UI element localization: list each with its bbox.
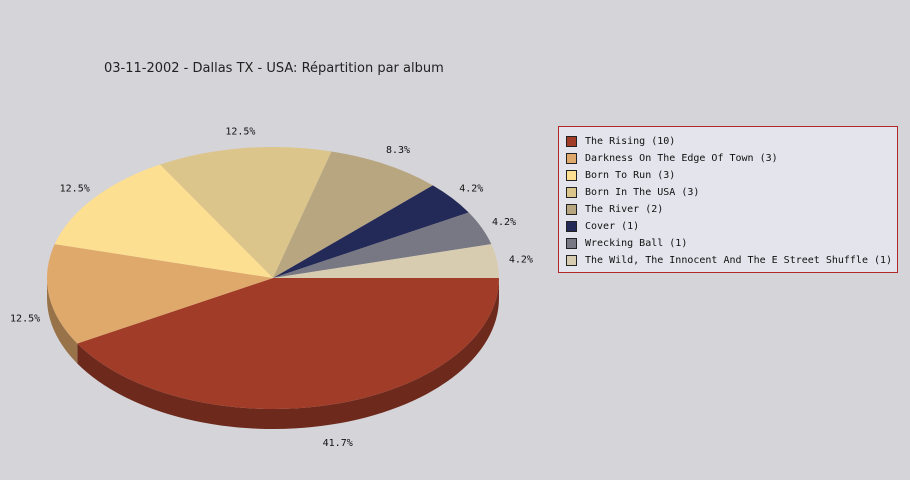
pie-slice bbox=[54, 164, 274, 278]
legend-swatch bbox=[566, 187, 577, 198]
legend-item: The River (2) bbox=[566, 202, 663, 217]
legend-item: The Rising (10) bbox=[566, 134, 675, 149]
pie-slice bbox=[47, 244, 273, 344]
pie-slice bbox=[160, 146, 332, 278]
legend-swatch bbox=[566, 204, 577, 215]
legend-label: Wrecking Ball (1) bbox=[585, 238, 688, 249]
slice-percent-label: 41.7% bbox=[323, 438, 353, 449]
chart-title: 03-11-2002 - Dallas TX - USA: Répartitio… bbox=[104, 61, 444, 76]
pie-slice bbox=[273, 185, 469, 278]
legend-label: Darkness On The Edge Of Town (3) bbox=[585, 153, 778, 164]
legend-item: Born In The USA (3) bbox=[566, 185, 699, 200]
slice-percent-label: 12.5% bbox=[60, 183, 90, 194]
slice-percent-label: 4.2% bbox=[509, 255, 533, 266]
legend-item: Cover (1) bbox=[566, 219, 639, 234]
legend-swatch bbox=[566, 136, 577, 147]
legend-label: The River (2) bbox=[585, 204, 664, 215]
legend-item: Born To Run (3) bbox=[566, 168, 675, 183]
legend-swatch bbox=[566, 153, 577, 164]
legend-swatch bbox=[566, 255, 577, 266]
legend-label: Cover (1) bbox=[585, 221, 640, 232]
slice-percent-label: 8.3% bbox=[386, 145, 410, 156]
pie-slice bbox=[273, 244, 499, 278]
legend-swatch bbox=[566, 221, 577, 232]
legend-label: The Wild, The Innocent And The E Street … bbox=[585, 255, 893, 266]
pie-slice-depth bbox=[77, 278, 499, 429]
legend-swatch bbox=[566, 238, 577, 249]
legend-label: Born To Run (3) bbox=[585, 170, 676, 181]
legend-label: The Rising (10) bbox=[585, 136, 676, 147]
legend-label: Born In The USA (3) bbox=[585, 187, 700, 198]
chart-legend: The Rising (10) Darkness On The Edge Of T… bbox=[558, 126, 898, 273]
pie-slice-depth bbox=[47, 278, 78, 364]
legend-item: The Wild, The Innocent And The E Street … bbox=[566, 253, 892, 268]
legend-item: Wrecking Ball (1) bbox=[566, 236, 687, 251]
pie-slice bbox=[273, 212, 492, 278]
slice-percent-label: 4.2% bbox=[459, 183, 483, 194]
legend-swatch bbox=[566, 170, 577, 181]
slice-percent-label: 4.2% bbox=[492, 217, 516, 228]
legend-item: Darkness On The Edge Of Town (3) bbox=[566, 151, 778, 166]
pie-slice bbox=[273, 151, 433, 278]
slice-percent-label: 12.5% bbox=[10, 313, 40, 324]
slice-percent-label: 12.5% bbox=[225, 126, 255, 137]
pie-slice bbox=[77, 278, 499, 409]
